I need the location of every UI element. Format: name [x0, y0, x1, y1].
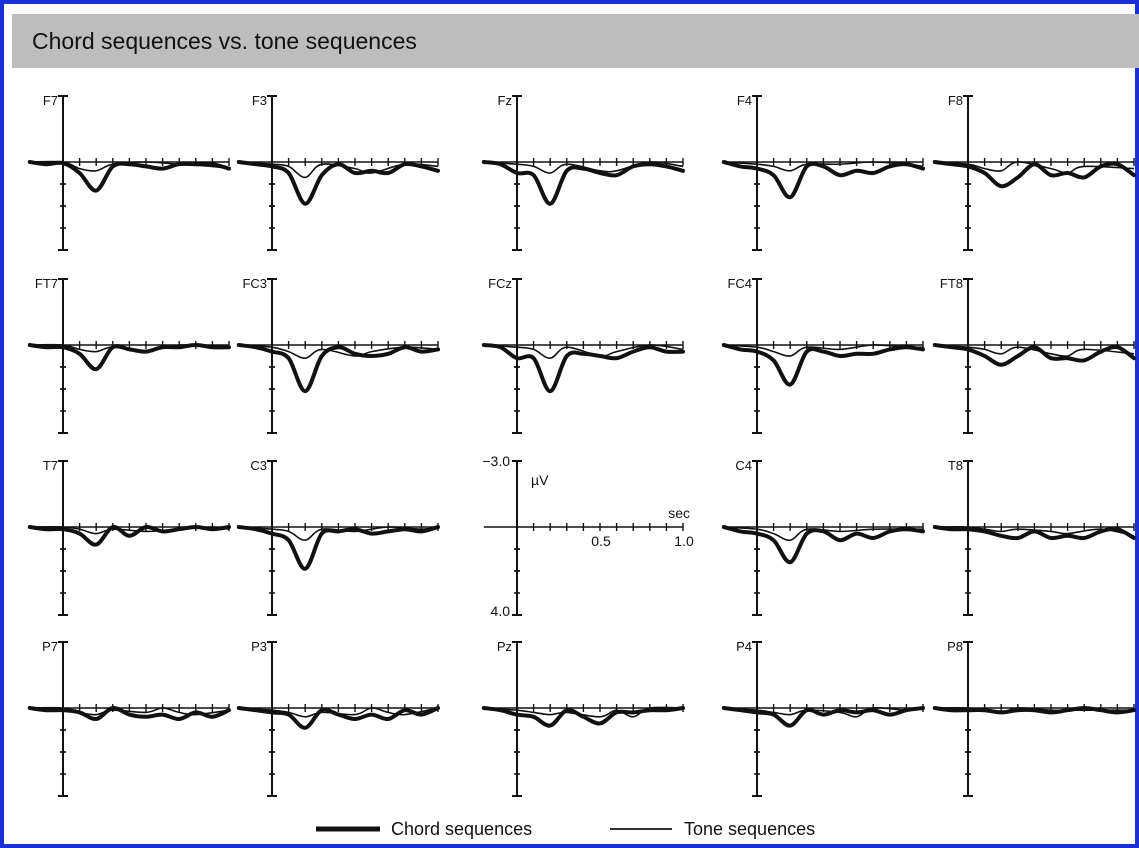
channel-label: FT7: [35, 276, 58, 291]
panel-f4: F4: [721, 93, 925, 251]
channel-label: F7: [43, 93, 58, 108]
channel-label: T8: [948, 458, 963, 473]
panel-p8: P8: [932, 639, 1136, 797]
tone-sequence-line: [934, 344, 1135, 357]
channel-label: C4: [735, 458, 752, 473]
panel-f7: F7: [27, 93, 231, 251]
channel-label: F8: [948, 93, 963, 108]
panel-fcz: FCz: [481, 276, 685, 434]
panel-t7: T7: [27, 458, 231, 616]
channel-label: P3: [251, 639, 267, 654]
chord-sequence-line: [932, 706, 1136, 715]
chord-sequence-line: [236, 525, 440, 571]
channel-label: P7: [42, 639, 58, 654]
scale-sec-label: sec: [668, 505, 690, 521]
chord-sequence-line: [236, 343, 440, 394]
chord-sequence-line: [721, 706, 925, 728]
tone-sequence-line: [483, 344, 684, 359]
chord-sequence-line: [27, 343, 231, 372]
scale-mid-label: 0.5: [591, 533, 611, 549]
panel-t8: T8: [932, 458, 1136, 616]
panel-c3: C3: [236, 458, 440, 616]
chord-sequence-line: [236, 160, 440, 206]
legend: Chord sequences Tone sequences: [316, 819, 815, 839]
panel-c4: C4: [721, 458, 925, 616]
tone-sequence-line: [934, 526, 1135, 537]
chord-sequence-line: [721, 343, 925, 387]
chord-sequence-line: [481, 343, 685, 394]
channel-label: T7: [43, 458, 58, 473]
panel-ft8: FT8: [932, 276, 1136, 434]
chord-sequence-line: [481, 160, 685, 206]
channel-label: FCz: [488, 276, 512, 291]
scale-unit-label: µV: [531, 472, 549, 488]
panel-p3: P3: [236, 639, 440, 797]
channel-label: F4: [737, 93, 752, 108]
chord-sequence-line: [27, 160, 231, 193]
channel-label: F3: [252, 93, 267, 108]
channel-label: FT8: [940, 276, 963, 291]
panel-f8: F8: [932, 93, 1136, 251]
chord-sequence-line: [721, 525, 925, 565]
channel-label: C3: [250, 458, 267, 473]
panel-fz: Fz: [481, 93, 685, 251]
chord-sequence-line: [721, 160, 925, 200]
scale-top-label: −3.0: [482, 453, 510, 469]
chord-sequence-line: [932, 343, 1136, 367]
panel-fc3: FC3: [236, 276, 440, 434]
chord-sequence-line: [236, 706, 440, 730]
legend-chord-label: Chord sequences: [391, 819, 532, 839]
channel-label: Pz: [497, 639, 512, 654]
channel-label: FC3: [242, 276, 267, 291]
legend-tone-label: Tone sequences: [684, 819, 815, 839]
panel-ft7: FT7: [27, 276, 231, 434]
channel-label: Fz: [498, 93, 512, 108]
scale-end-label: 1.0: [674, 533, 694, 549]
channel-label: P8: [947, 639, 963, 654]
channel-label: FC4: [727, 276, 752, 291]
panel-p7: P7: [27, 639, 231, 797]
chord-sequence-line: [932, 525, 1136, 541]
channel-label: P4: [736, 639, 752, 654]
tone-sequence-line: [934, 161, 1135, 174]
chord-sequence-line: [27, 705, 231, 722]
tone-sequence-line: [238, 161, 439, 179]
tone-sequence-line: [238, 344, 439, 360]
panel-f3: F3: [236, 93, 440, 251]
panel-p4: P4: [721, 639, 925, 797]
page-title: Chord sequences vs. tone sequences: [32, 28, 417, 54]
scale-panel: −3.0 4.0 µV sec 0.5 1.0: [482, 453, 694, 619]
chord-sequence-line: [27, 524, 231, 547]
chord-sequence-line: [932, 160, 1136, 189]
scale-bottom-label: 4.0: [491, 603, 511, 619]
chord-sequence-line: [481, 706, 685, 728]
header-bar: Chord sequences vs. tone sequences: [12, 14, 1139, 68]
panel-fc4: FC4: [721, 276, 925, 434]
panel-pz: Pz: [481, 639, 685, 797]
scale-axes: [483, 460, 684, 616]
